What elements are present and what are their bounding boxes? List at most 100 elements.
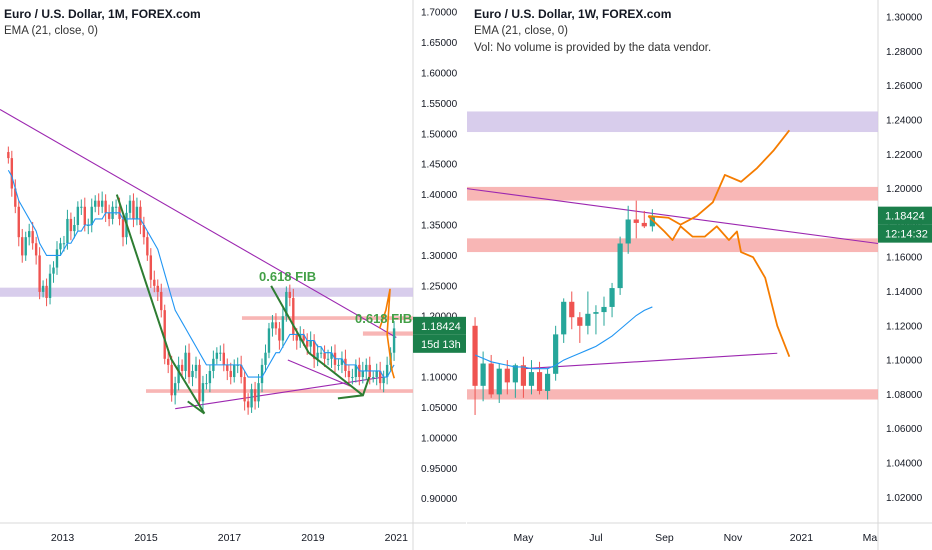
right-zone-red — [467, 389, 878, 400]
left-y-tick-label: 1.60000 — [421, 68, 458, 79]
left-candle-body — [316, 352, 319, 359]
left-x-tick-label: 2017 — [218, 532, 242, 544]
left-candle-body — [132, 200, 135, 219]
right-zone-red — [467, 186, 878, 201]
left-last-price-label: 1.18424 — [421, 321, 461, 333]
left-candle-body — [180, 364, 184, 371]
right-y-tick-label: 1.24000 — [886, 116, 923, 127]
left-candle-body — [267, 328, 271, 353]
left-candle-body — [97, 200, 100, 207]
right-y-tick-label: 1.14000 — [886, 287, 923, 298]
left-candle-body — [326, 358, 330, 360]
left-candle-body — [208, 370, 212, 384]
left-y-tick-label: 1.50000 — [421, 129, 458, 140]
left-candle-body — [166, 358, 170, 365]
left-y-tick-label: 1.10000 — [421, 373, 458, 384]
left-candle-body — [295, 334, 298, 341]
right-candle-body — [536, 372, 543, 391]
left-indicator-label: EMA (21, close, 0) — [4, 25, 98, 37]
left-candle-body — [205, 383, 208, 385]
left-candle-body — [27, 231, 31, 238]
left-candle-body — [160, 291, 163, 311]
left-zone-red — [146, 389, 413, 393]
right-candle-body — [488, 363, 494, 395]
left-candle-body — [305, 340, 309, 347]
right-candle-body — [601, 306, 607, 313]
left-y-tick-label: 1.05000 — [421, 403, 458, 414]
right-indicator-label: EMA (21, close, 0) — [474, 25, 568, 37]
left-candle-body — [135, 206, 139, 219]
right-y-tick-label: 1.12000 — [886, 321, 923, 332]
left-candle-body — [17, 206, 20, 238]
right-ema-line — [474, 306, 653, 370]
right-candle-body — [609, 288, 615, 307]
left-last-price-label-bg — [413, 316, 466, 335]
left-fib-line — [187, 400, 206, 415]
right-title: Euro / U.S. Dollar, 1W, FOREX.com — [474, 7, 672, 21]
left-candle-body — [319, 352, 323, 354]
left-candle-body — [365, 364, 368, 371]
left-candle-body — [337, 364, 340, 366]
left-candle-body — [340, 358, 344, 365]
left-candle-body — [59, 243, 62, 250]
left-candle-body — [288, 291, 292, 298]
left-candle-body — [38, 255, 41, 292]
right-volume-note: Vol: No volume is provided by the data v… — [474, 42, 712, 54]
left-candle-body — [163, 310, 166, 359]
left-candle-body — [382, 377, 385, 384]
left-candle-body — [246, 401, 250, 408]
left-trendline — [287, 359, 351, 387]
left-candle-body — [372, 377, 375, 379]
left-candle-body — [55, 249, 59, 268]
left-title: Euro / U.S. Dollar, 1M, FOREX.com — [4, 7, 201, 21]
left-x-tick-label: 2021 — [385, 532, 409, 544]
left-candle-body — [10, 158, 14, 189]
right-last-price-label-bg — [878, 206, 932, 225]
right-candle-body — [553, 334, 559, 374]
left-candle-body — [107, 212, 111, 219]
right-y-tick-label: 1.06000 — [886, 424, 923, 435]
left-y-tick-label: 0.90000 — [421, 494, 458, 505]
left-zone-red — [241, 316, 413, 320]
left-candle-body — [80, 206, 83, 208]
left-candle-body — [100, 200, 104, 207]
left-candle-body — [90, 206, 93, 226]
left-candle-body — [351, 377, 354, 379]
right-y-tick-label: 1.16000 — [886, 253, 923, 264]
left-candle-body — [233, 364, 236, 378]
left-countdown-label: 15d 13h — [421, 339, 461, 351]
left-candle-body — [378, 370, 382, 384]
left-candle-body — [76, 206, 80, 226]
left-plot-area — [7, 146, 396, 415]
left-candle-body — [201, 383, 205, 402]
left-y-tick-label: 1.25000 — [421, 281, 458, 292]
left-y-tick-label: 1.00000 — [421, 433, 458, 444]
left-candle-body — [385, 364, 389, 378]
left-y-tick-label: 1.65000 — [421, 38, 458, 49]
left-candle-body — [139, 206, 142, 226]
left-candle-body — [361, 370, 364, 378]
right-countdown-label: 12:14:32 — [885, 229, 928, 241]
left-fib-label-right: 0.618 FIB — [355, 311, 412, 326]
left-candle-body — [153, 279, 156, 286]
left-candle-body — [184, 352, 187, 371]
left-ema-line — [7, 170, 395, 378]
left-candle-body — [156, 285, 159, 292]
right-x-tick-label: 2021 — [790, 532, 814, 544]
left-candle-body — [354, 364, 358, 378]
left-y-tick-label: 1.45000 — [421, 160, 458, 171]
right-y-tick-label: 1.22000 — [886, 150, 923, 161]
right-trendline — [466, 188, 879, 245]
right-y-tick-label: 1.28000 — [886, 47, 923, 58]
right-y-tick-label: 1.04000 — [886, 458, 923, 469]
right-candle-body — [544, 373, 551, 391]
left-candle-body — [128, 200, 132, 213]
right-candle-body — [585, 313, 591, 326]
right-candle-body — [617, 243, 623, 289]
left-x-tick-label: 2013 — [51, 532, 75, 544]
right-candle-body — [520, 365, 527, 386]
left-candle-body — [278, 328, 281, 341]
left-fib-label-top: 0.618 FIB — [259, 269, 316, 284]
right-y-tick-label: 1.02000 — [886, 493, 923, 504]
